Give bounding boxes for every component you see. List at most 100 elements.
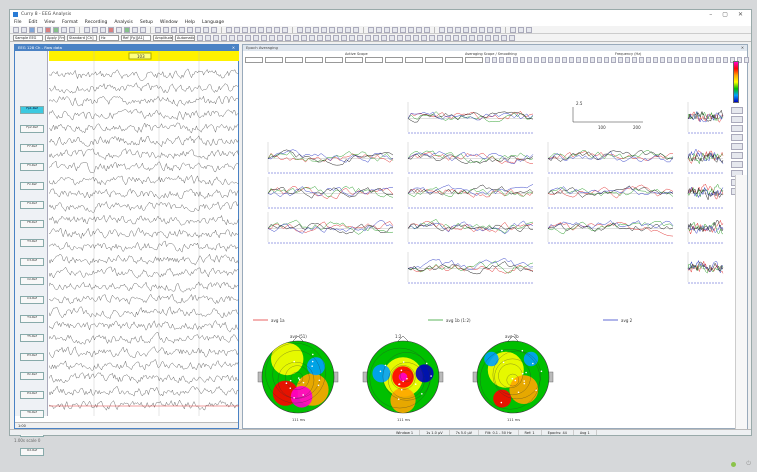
channel-button[interactable]: C3-Ref [20, 258, 44, 266]
toolbar-button[interactable] [229, 34, 235, 41]
toolbar-button[interactable] [400, 26, 406, 33]
toolbar-button[interactable] [261, 34, 267, 41]
analysis-field[interactable] [365, 57, 383, 63]
frequency-button[interactable] [737, 57, 742, 63]
frequency-button[interactable] [716, 57, 721, 63]
frequency-button[interactable] [597, 57, 602, 63]
toolbar-button[interactable] [250, 26, 256, 33]
toolbar-button[interactable] [108, 26, 114, 33]
toolbar-button[interactable] [439, 26, 445, 33]
toolbar-button[interactable] [424, 26, 430, 33]
toolbar-button[interactable] [274, 26, 280, 33]
toolbar-button[interactable] [365, 34, 371, 41]
frequency-button[interactable] [639, 57, 644, 63]
toolbar-button[interactable] [493, 34, 499, 41]
toolbar-button[interactable] [266, 26, 272, 33]
toolbar-button[interactable] [429, 34, 435, 41]
frequency-button[interactable] [611, 57, 616, 63]
toolbar-button[interactable] [357, 34, 363, 41]
channel-button[interactable]: T4-Ref [20, 315, 44, 323]
toolbar-button[interactable] [453, 34, 459, 41]
menu-item-analysis[interactable]: Analysis [114, 20, 133, 25]
toolbar-button[interactable] [237, 34, 243, 41]
side-button[interactable] [731, 116, 743, 123]
toolbar-button[interactable] [92, 26, 98, 33]
frequency-button[interactable] [618, 57, 623, 63]
toolbar-button[interactable] [293, 34, 299, 41]
toolbar-button[interactable] [221, 34, 227, 41]
toolbar-button[interactable] [140, 26, 146, 33]
analysis-field[interactable] [345, 57, 363, 63]
toolbar-button[interactable] [447, 26, 453, 33]
maximize-button[interactable]: ▢ [722, 11, 728, 18]
channel-button[interactable]: F4-Ref [20, 201, 44, 209]
toolbar-button[interactable] [349, 34, 355, 41]
frequency-button[interactable] [653, 57, 658, 63]
toolbar-button[interactable] [397, 34, 403, 41]
side-button[interactable] [731, 152, 743, 159]
toolbar-button[interactable] [37, 26, 43, 33]
toolbar-button[interactable] [21, 26, 27, 33]
toolbar-button[interactable] [203, 26, 209, 33]
frequency-button[interactable] [555, 57, 560, 63]
toolbar-button[interactable] [341, 34, 347, 41]
toolbar-button[interactable] [353, 26, 359, 33]
channel-button[interactable]: O2-Ref [20, 448, 44, 456]
toolbar-button[interactable] [329, 26, 335, 33]
analysis-field[interactable] [325, 57, 343, 63]
frequency-button[interactable] [513, 57, 518, 63]
side-button[interactable] [731, 143, 743, 150]
toolbar-button[interactable] [337, 26, 343, 33]
channel-button[interactable]: P3-Ref [20, 353, 44, 361]
toolbar-button[interactable] [53, 26, 59, 33]
frequency-button[interactable] [583, 57, 588, 63]
frequency-button[interactable] [660, 57, 665, 63]
analysis-field[interactable] [445, 57, 463, 63]
toolbar-button[interactable] [213, 34, 219, 41]
toolbar-button[interactable] [84, 26, 90, 33]
toolbar-field[interactable]: Sample EEG [13, 34, 43, 41]
frequency-button[interactable] [681, 57, 686, 63]
vertical-scrollbar[interactable] [735, 175, 747, 435]
side-button[interactable] [731, 134, 743, 141]
toolbar-button[interactable] [132, 26, 138, 33]
toolbar-button[interactable] [373, 34, 379, 41]
channel-button[interactable]: T6-Ref [20, 410, 44, 418]
menu-item-help[interactable]: Help [184, 20, 195, 25]
eeg-trace-area[interactable]: 103 [49, 51, 239, 416]
toolbar-button[interactable] [421, 34, 427, 41]
frequency-button[interactable] [569, 57, 574, 63]
toolbar-button[interactable] [179, 26, 185, 33]
channel-button[interactable]: F8-Ref [20, 220, 44, 228]
close-button[interactable]: ✕ [737, 11, 743, 18]
toolbar-button[interactable] [313, 26, 319, 33]
frequency-button[interactable] [541, 57, 546, 63]
toolbar-button[interactable] [69, 26, 75, 33]
frequency-button[interactable] [492, 57, 497, 63]
channel-button[interactable]: T5-Ref [20, 334, 44, 342]
menu-item-recording[interactable]: Recording [84, 20, 108, 25]
toolbar-button[interactable] [526, 26, 532, 33]
channel-button[interactable]: C4-Ref [20, 296, 44, 304]
menu-item-file[interactable]: File [14, 20, 22, 25]
power-icon[interactable]: ⏻ [746, 460, 751, 467]
analysis-field[interactable] [405, 57, 423, 63]
analysis-field[interactable] [265, 57, 283, 63]
toolbar-button[interactable] [245, 34, 251, 41]
toolbar-button[interactable] [205, 34, 211, 41]
frequency-button[interactable] [702, 57, 707, 63]
toolbar-button[interactable] [408, 26, 414, 33]
toolbar-button[interactable] [45, 26, 51, 33]
toolbar-button[interactable] [487, 26, 493, 33]
channel-button[interactable]: Fp1-Ref [20, 106, 44, 114]
frequency-button[interactable] [688, 57, 693, 63]
frequency-button[interactable] [506, 57, 511, 63]
toolbar-button[interactable] [376, 26, 382, 33]
toolbar-button[interactable] [258, 26, 264, 33]
eeg-window-close-icon[interactable]: ✕ [231, 45, 235, 50]
toolbar-button[interactable] [317, 34, 323, 41]
channel-button[interactable]: Pz-Ref [20, 372, 44, 380]
frequency-button[interactable] [499, 57, 504, 63]
toolbar-button[interactable] [509, 34, 515, 41]
toolbar-button[interactable] [197, 34, 203, 41]
